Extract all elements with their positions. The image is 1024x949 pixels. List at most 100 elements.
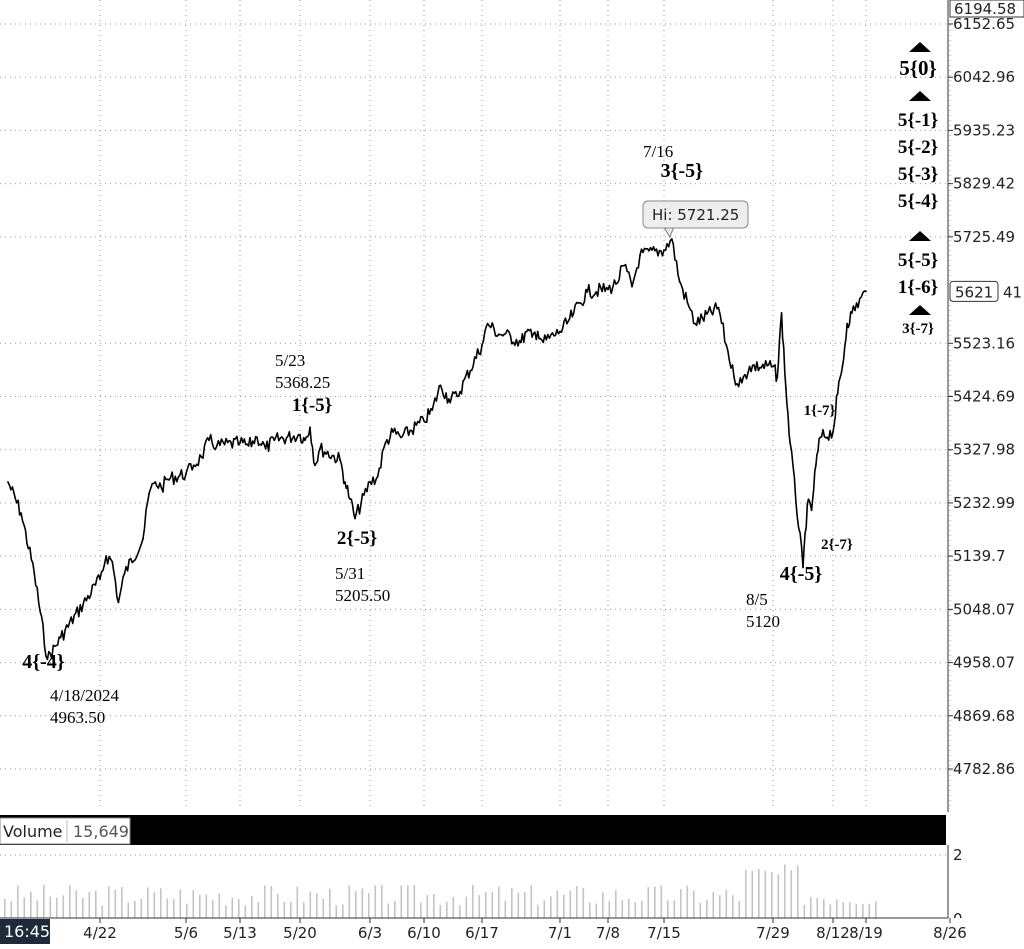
volume-bar <box>69 885 71 918</box>
volume-bar <box>758 869 760 918</box>
price-point <box>772 365 774 368</box>
volume-bar <box>205 894 208 918</box>
volume-bar <box>238 899 240 918</box>
price-point <box>865 290 867 293</box>
price-point <box>670 238 673 240</box>
x-tick-label: 5/20 <box>283 924 317 942</box>
volume-bar <box>784 864 786 918</box>
volume-bar <box>322 898 325 918</box>
y-tick-label: 5829.42 <box>953 175 1015 193</box>
price-point <box>497 333 500 336</box>
price-point <box>678 280 681 283</box>
wave-label: 3{-5} <box>661 160 704 182</box>
volume-bar <box>504 900 507 918</box>
volume-bar <box>335 905 338 918</box>
price-point <box>850 312 853 314</box>
volume-bar <box>790 870 793 918</box>
price-point <box>117 601 120 604</box>
price-point <box>607 288 609 291</box>
price-point <box>536 330 539 333</box>
volume-bar <box>823 899 825 918</box>
volume-bar <box>654 886 656 918</box>
volume-bar <box>569 890 572 918</box>
price-point <box>542 341 545 344</box>
price-point <box>46 658 49 661</box>
y-tick-label: 6152.65 <box>953 15 1015 33</box>
y-tick-label: 5725.49 <box>953 228 1015 246</box>
volume-bar <box>43 884 45 918</box>
x-tick-label: 8/12 <box>816 924 850 942</box>
volume-bar <box>355 891 357 918</box>
price-point <box>694 322 697 325</box>
y-axis: 6152.65 6042.96 5935.23 5829.42 5725.49 5523.… <box>947 0 1024 812</box>
x-tick-label: 5/13 <box>223 924 257 942</box>
y-tick-label: 5232.99 <box>953 494 1015 512</box>
volume-bar <box>797 865 799 918</box>
volume-bar <box>524 891 526 918</box>
price-point <box>431 409 434 411</box>
price-point <box>456 395 459 398</box>
volume-bar <box>615 889 617 918</box>
price-point <box>319 447 321 450</box>
volume-bar <box>537 904 539 918</box>
x-tick-label: 6/17 <box>465 924 499 942</box>
wave-note: 7/16 <box>643 142 673 161</box>
volume-bar <box>485 891 487 918</box>
volume-bar <box>30 891 32 918</box>
projection-label: 3{-7} <box>902 321 934 337</box>
volume-bar <box>225 905 227 918</box>
price-point <box>748 365 751 368</box>
up-triangle-marker <box>909 305 931 315</box>
price-point <box>623 264 625 267</box>
x-axis-band <box>0 918 1024 944</box>
x-tick-label: 4/22 <box>83 924 117 942</box>
volume-bar <box>680 889 682 918</box>
wave-label: 2{-5} <box>337 528 377 549</box>
wave-annotations: 4{-4} 4/18/2024 4963.50 1{-5} 5/23 5368.25 2{-… <box>22 142 853 727</box>
volume-bar <box>719 895 721 918</box>
volume-bar <box>738 900 741 918</box>
y-tick-label: 5048.07 <box>953 600 1015 618</box>
volume-bar <box>608 900 611 918</box>
last-price-partial-label: 41 <box>1003 283 1022 301</box>
volume-bar <box>4 898 6 918</box>
volume-bar <box>283 902 286 918</box>
price-point <box>586 290 589 293</box>
volume-bar <box>511 888 513 918</box>
x-tick-label: 7/1 <box>548 924 572 942</box>
price-point <box>59 636 62 639</box>
price-point <box>789 442 792 444</box>
price-point <box>215 444 218 447</box>
wave-note: 8/5 5120 <box>746 590 780 631</box>
price-point <box>639 254 641 257</box>
volume-bar <box>556 890 559 918</box>
volume-bar <box>673 900 676 918</box>
volume-bar <box>478 895 481 918</box>
price-point <box>520 341 522 344</box>
volume-bar <box>660 885 663 918</box>
volume-bar <box>381 885 383 918</box>
volume-bar <box>95 890 97 918</box>
volume-bar <box>439 904 442 918</box>
volume-bar <box>218 893 221 918</box>
volume-bar <box>816 897 819 918</box>
price-point <box>239 442 241 444</box>
volume-bar <box>173 899 175 918</box>
wave-note: 5/31 5205.50 <box>335 564 390 605</box>
price-point <box>525 330 528 333</box>
volume-bar <box>706 899 708 918</box>
price-point <box>846 322 849 325</box>
wave-note-line: 5/23 <box>275 351 305 370</box>
price-point <box>148 492 151 495</box>
volume-bar <box>329 888 331 918</box>
volume-bar <box>212 899 214 918</box>
price-point <box>33 572 36 575</box>
price-point <box>663 249 665 251</box>
volume-bar <box>140 898 143 918</box>
price-point <box>299 433 301 436</box>
volume-bar <box>868 903 871 918</box>
price-point <box>802 566 804 569</box>
volume-tick-label: 2 <box>953 846 963 864</box>
wave-note-line: 8/5 <box>746 590 768 609</box>
